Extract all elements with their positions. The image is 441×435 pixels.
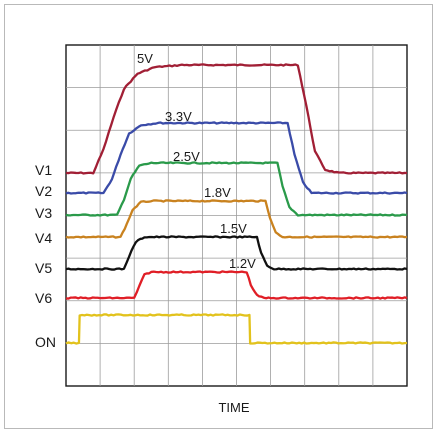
voltage-label-v1: 5V xyxy=(137,51,153,66)
grid xyxy=(65,44,408,387)
trace-v2 xyxy=(65,121,408,195)
voltage-label-v4: 1.8V xyxy=(204,185,231,200)
voltage-label-v3: 2.5V xyxy=(173,149,200,164)
traces xyxy=(65,63,408,345)
oscilloscope-plot: V1 5V V2 3.3V V3 2.5V V4 1.8V V5 1.5V V6 1.2V ON TIM… xyxy=(35,44,408,415)
trace-name-v2: V2 xyxy=(35,183,52,199)
trace-v5 xyxy=(65,235,408,271)
trace-name-v3: V3 xyxy=(35,205,52,221)
voltage-label-v2: 3.3V xyxy=(165,109,192,124)
trace-name-v4: V4 xyxy=(35,230,52,246)
trace-name-on: ON xyxy=(35,334,56,350)
x-axis-label: TIME xyxy=(218,400,249,415)
trace-v4 xyxy=(65,199,408,239)
trace-name-v6: V6 xyxy=(35,290,52,306)
trace-v6 xyxy=(65,270,408,300)
trace-v1 xyxy=(65,63,408,175)
voltage-label-v5: 1.5V xyxy=(220,221,247,236)
trace-name-v5: V5 xyxy=(35,260,52,276)
trace-v3 xyxy=(65,161,408,217)
trace-name-v1: V1 xyxy=(35,162,52,178)
labels: V1 5V V2 3.3V V3 2.5V V4 1.8V V5 1.5V V6 1.2V ON xyxy=(35,51,256,350)
chart-frame: V1 5V V2 3.3V V3 2.5V V4 1.8V V5 1.5V V6 1.2V ON TIM… xyxy=(4,4,433,429)
trace-on xyxy=(65,313,408,345)
voltage-label-v6: 1.2V xyxy=(229,256,256,271)
